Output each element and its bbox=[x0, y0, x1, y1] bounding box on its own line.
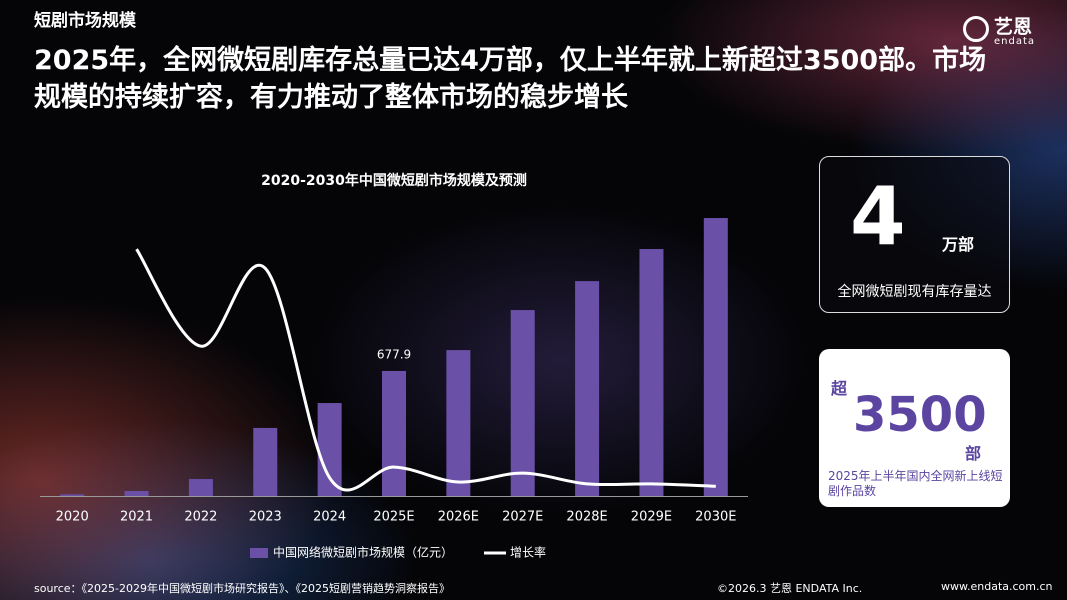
x-tick-label: 2028E bbox=[566, 510, 607, 525]
x-tick-label: 2024 bbox=[313, 510, 346, 525]
bar bbox=[188, 479, 213, 496]
bar bbox=[446, 350, 471, 496]
bar bbox=[510, 310, 535, 496]
card: 4 万部 全网微短剧现有库存量达 bbox=[819, 156, 1010, 313]
card-unit: 万部 bbox=[942, 235, 975, 254]
card-caption: 2025年上半年国内全网新上线短剧作品数 bbox=[828, 469, 1003, 498]
card-unit: 部 bbox=[965, 444, 982, 463]
growth-line bbox=[135, 248, 716, 492]
card-value: 3500 bbox=[853, 387, 987, 443]
bar bbox=[124, 491, 149, 496]
logo-sub: endata bbox=[994, 36, 1036, 47]
x-tick-label: 2023 bbox=[249, 510, 282, 525]
copyright: ©2026.3 艺恩 ENDATA Inc. bbox=[717, 582, 863, 595]
bar bbox=[703, 218, 728, 496]
logo: 艺恩 bbox=[994, 16, 1033, 38]
chart: 2020-2030年中国微短剧市场规模及预测 2020 2021 2022 2023 2… bbox=[40, 172, 748, 560]
card-caption: 全网微短剧现有库存量达 bbox=[837, 284, 992, 300]
x-tick-label: 2022 bbox=[184, 510, 217, 525]
x-tick-label: 2030E bbox=[695, 510, 736, 525]
logo-icon bbox=[963, 16, 989, 42]
source: source：《2025-2029年中国微短剧市场研究报告》、《2025短剧营销… bbox=[34, 582, 450, 595]
chart-title: 2020-2030年中国微短剧市场规模及预测 bbox=[261, 172, 527, 189]
card-prefix: 超 bbox=[831, 379, 848, 398]
url: www.endata.com.cn bbox=[941, 580, 1053, 593]
bar bbox=[253, 427, 278, 496]
card: 超 3500 部 2025年上半年国内全网新上线短剧作品数 bbox=[819, 349, 1010, 507]
slide-title: 2025年，全网微短剧库存总量已达4万部，仅上半年就上新超过3500部。市场规模… bbox=[34, 45, 987, 113]
bar bbox=[382, 370, 406, 496]
bar bbox=[60, 494, 85, 496]
x-tick-label: 2025E bbox=[373, 510, 414, 525]
x-tick-label: 2027E bbox=[502, 510, 543, 525]
legend-label: 增长率 bbox=[510, 545, 546, 560]
bar bbox=[639, 249, 664, 496]
x-tick-label: 2029E bbox=[631, 510, 672, 525]
bar bbox=[317, 403, 342, 496]
legend-swatch bbox=[250, 548, 268, 558]
legend-label: 中国网络微短剧市场规模（亿元） bbox=[273, 545, 453, 560]
x-tick-label: 2021 bbox=[120, 510, 153, 525]
bar bbox=[575, 281, 600, 496]
x-tick-label: 2020 bbox=[56, 510, 89, 525]
card-value: 4 bbox=[850, 170, 906, 263]
section-label: 短剧市场规模 bbox=[34, 11, 136, 31]
x-tick-label: 2026E bbox=[438, 510, 479, 525]
data-label: 677.9 bbox=[377, 347, 411, 361]
